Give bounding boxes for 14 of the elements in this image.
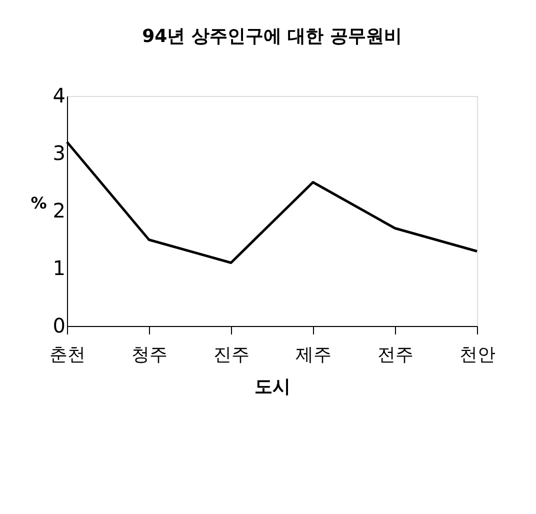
x-tick-label: 청주 [132,344,168,366]
x-axis-title: 도시 [254,376,290,398]
y-tick-label: 0 [52,314,66,338]
y-tick-label: 1 [52,256,66,280]
y-axis-title: % [30,194,47,212]
y-tick-label: 3 [52,141,66,165]
x-tick-label: 춘천 [50,344,86,366]
x-tick-label: 전주 [378,344,414,366]
x-tick-label: 천안 [460,344,496,366]
x-tick-label: 제주 [296,344,332,366]
y-tick-label: 4 [52,84,66,108]
chart-title: 94년 상주인구에 대한 공무원비 [142,26,402,47]
x-tick-label: 진주 [214,344,250,366]
y-tick-label: 2 [52,198,66,222]
